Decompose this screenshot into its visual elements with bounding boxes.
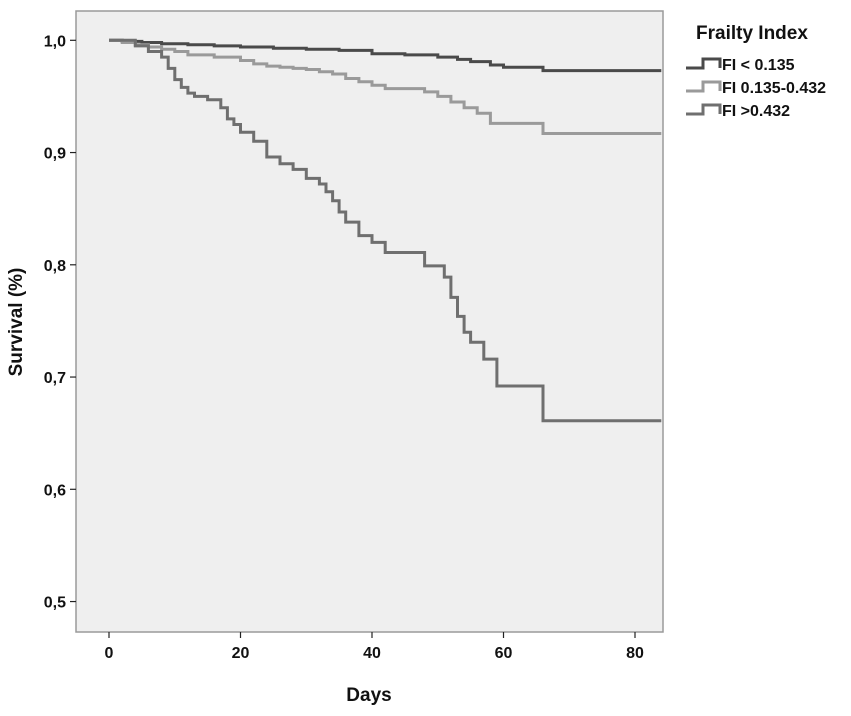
axes: 0 20 40 60 80 0,5 0,6 0,7 0,8 0,9 1,0 (44, 33, 644, 662)
y-tick-label: 0,8 (44, 258, 66, 275)
series-lines (109, 38, 662, 423)
x-tick-label: 40 (363, 645, 381, 662)
y-tick-label: 0,7 (44, 370, 66, 387)
legend-items: FI < 0.135 FI 0.135-0.432 FI >0.432 (686, 57, 826, 120)
y-tick-label: 0,5 (44, 595, 66, 612)
y-tick-label: 1,0 (44, 33, 66, 50)
y-axis-title: Survival (%) (6, 268, 27, 377)
legend-label-0: FI < 0.135 (722, 57, 795, 74)
legend-swatch-0 (686, 57, 722, 70)
y-tick-label: 0,9 (44, 146, 66, 163)
plot-area (75, 10, 664, 633)
legend-label-2: FI >0.432 (722, 103, 790, 120)
x-tick-label: 60 (495, 645, 513, 662)
legend-swatch-2 (686, 103, 722, 116)
y-tick-label: 0,6 (44, 482, 66, 499)
series-line-2 (109, 38, 662, 423)
x-tick-label: 0 (105, 645, 114, 662)
x-axis-title: Days (346, 685, 391, 706)
series-line-0 (109, 38, 662, 73)
legend-label-1: FI 0.135-0.432 (722, 80, 826, 97)
series-line-1 (109, 38, 662, 135)
x-tick-label: 80 (626, 645, 644, 662)
legend-title: Frailty Index (696, 23, 808, 44)
legend-swatch-1 (686, 80, 722, 93)
x-tick-label: 20 (232, 645, 250, 662)
